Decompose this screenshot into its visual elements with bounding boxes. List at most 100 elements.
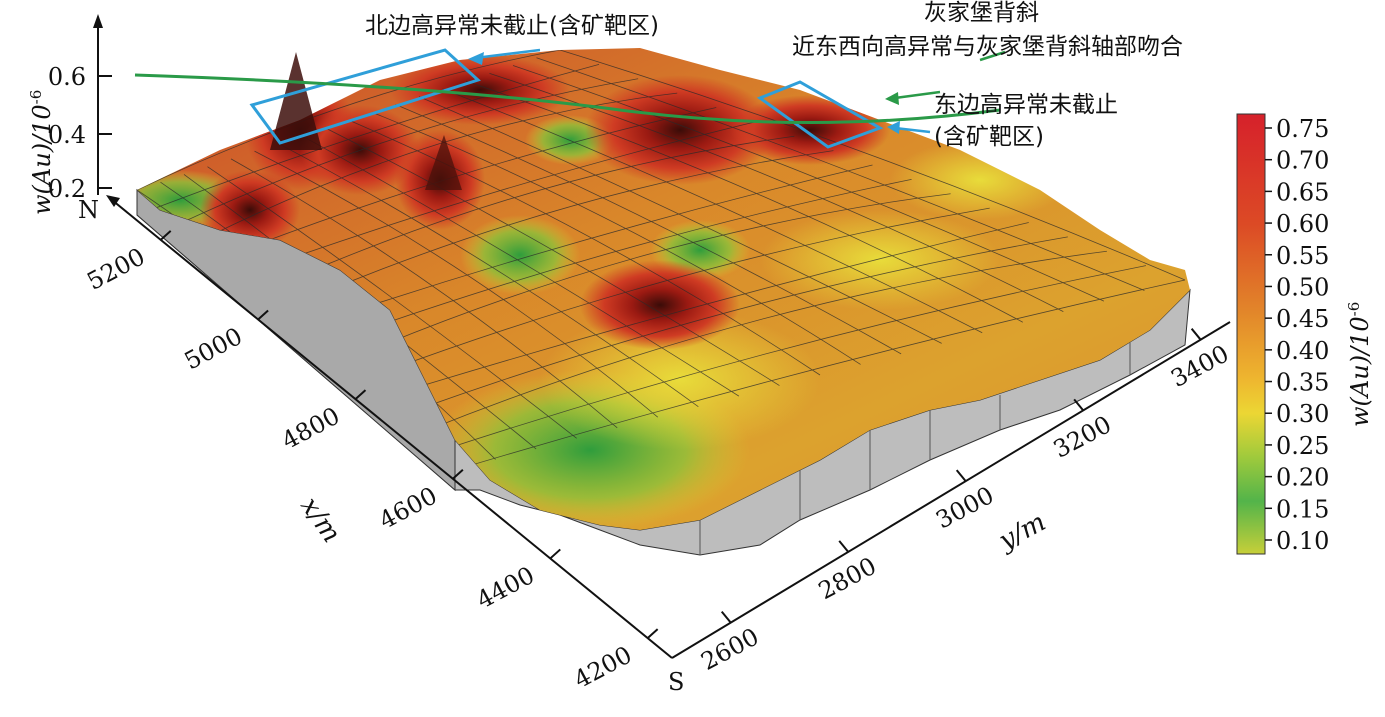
- north-label: N: [78, 196, 99, 224]
- north-spike: [270, 52, 322, 150]
- y-tick-mark: [720, 610, 732, 624]
- y-tick-mark: [1190, 328, 1202, 341]
- colorbar-tick-label: 0.20: [1276, 464, 1329, 492]
- grid-line: [434, 265, 1147, 453]
- grid-line: [335, 193, 951, 366]
- colorbar-tick-label: 0.25: [1276, 432, 1329, 460]
- grid-line: [489, 72, 1064, 313]
- grid-line: [176, 78, 639, 226]
- x-tick-label: 4800: [277, 402, 344, 455]
- grid-line: [512, 65, 1105, 302]
- colorbar-tick-label: 0.70: [1276, 147, 1329, 175]
- colorbar-label-exp: -6: [1345, 302, 1363, 317]
- x-tick-label: 4400: [472, 561, 539, 614]
- grid-line: [324, 127, 780, 386]
- colorbar: 0.75 0.70 0.65 0.60 0.55 0.50 0.45 0.40 0.35 0.30…: [1236, 113, 1374, 555]
- grid-line: [395, 236, 1068, 418]
- grid-line: [415, 250, 1107, 436]
- surface-grid: [137, 49, 1186, 471]
- grid-line: [395, 104, 902, 355]
- x-axis-line: [111, 199, 673, 659]
- x-tick-label: 4600: [375, 481, 442, 534]
- anticline-arrows: [885, 50, 1006, 105]
- grid-line: [256, 135, 795, 296]
- colorbar-tick-label: 0.55: [1276, 242, 1329, 270]
- x-tick-label: 4200: [569, 641, 636, 694]
- anticline-axis-line: [134, 73, 1001, 124]
- colorbar-tick-label: 0.65: [1276, 178, 1329, 206]
- x-tick-mark: [257, 309, 269, 321]
- x-tick-mark: [646, 628, 659, 639]
- y-axis-label: y/m: [993, 507, 1050, 557]
- x-axis-arrow: [106, 195, 120, 207]
- east-target-box: [756, 80, 884, 149]
- x-tick-mark: [452, 469, 464, 480]
- south-label: S: [668, 668, 684, 696]
- colorbar-label: w(Au)/10-6: [1345, 302, 1374, 427]
- z-axis-ticks: 0.2 0.4 0.6: [48, 63, 112, 203]
- grid-line: [196, 92, 678, 243]
- grid-line: [301, 135, 740, 397]
- grid-line: [156, 63, 600, 208]
- grid-line: [375, 222, 1029, 401]
- x-tick-label: 5000: [180, 322, 247, 375]
- grid-line: [559, 49, 1186, 281]
- x-tick-mark: [354, 389, 367, 400]
- z-tick-label: 0.2: [48, 175, 86, 203]
- annotation-east-target-sub: (含矿靶区): [934, 124, 1044, 150]
- colorbar-tick-label: 0.50: [1276, 273, 1329, 301]
- grid-line: [442, 88, 983, 334]
- y-tick-mark: [955, 469, 967, 482]
- grid-line: [454, 279, 1186, 471]
- z-axis-arrow: [93, 14, 103, 28]
- north-target-box: [249, 48, 481, 145]
- grid-line: [355, 207, 990, 383]
- grid-line: [277, 142, 699, 407]
- y-tick-label: 3200: [1049, 410, 1116, 463]
- annotation-arrows: [468, 48, 931, 134]
- annotation-anticline-match: 近东西向高异常与灰家堡背斜轴部吻合: [792, 34, 1183, 60]
- z-tick-label: 0.4: [48, 121, 86, 149]
- y-tick-label: 2800: [814, 552, 881, 605]
- x-tick-label: 5200: [82, 242, 149, 295]
- x-axis-label: x/m: [294, 492, 346, 549]
- annotation-east-target: 东边高异常未截止: [934, 92, 1118, 118]
- grid-line: [275, 150, 834, 313]
- colorbar-tick-label: 0.75: [1276, 115, 1329, 143]
- colorbar-bar: [1236, 113, 1266, 555]
- grid-line: [230, 158, 618, 429]
- y-axis-line: [671, 321, 1231, 659]
- grid-line: [137, 49, 561, 191]
- colorbar-tick-label: 0.10: [1276, 527, 1329, 555]
- colorbar-ticks: 0.75 0.70 0.65 0.60 0.55 0.50 0.45 0.40 0.35 0.30…: [1265, 115, 1329, 555]
- colorbar-tick-label: 0.45: [1276, 305, 1329, 333]
- grid-line: [207, 166, 577, 439]
- z-axis-label: w(Au)/10-6: [27, 90, 56, 215]
- axes: [93, 14, 1231, 659]
- colorbar-tick-label: 0.60: [1276, 210, 1329, 238]
- y-tick-label: 3000: [931, 481, 998, 534]
- x-tick-mark: [549, 548, 561, 560]
- y-tick-label: 2600: [696, 623, 763, 676]
- grid-line: [236, 121, 756, 278]
- x-tick-mark: [160, 230, 172, 241]
- z-tick-label: 0.6: [48, 63, 86, 91]
- grid-line: [254, 150, 659, 418]
- y-tick-mark: [838, 540, 849, 553]
- grid-line: [216, 107, 717, 261]
- z-axis-label-exp: -6: [27, 90, 45, 105]
- target-zones: [249, 48, 884, 149]
- grid-line: [465, 80, 1023, 323]
- grid-line: [536, 57, 1145, 291]
- grid-line: [348, 119, 821, 376]
- grid-line: [315, 178, 912, 348]
- north-spike-2: [425, 135, 462, 190]
- colorbar-tick-label: 0.30: [1276, 400, 1329, 428]
- colorbar-tick-label: 0.40: [1276, 337, 1329, 365]
- grid-line: [418, 96, 942, 344]
- annotation-north-target: 北边高异常未截止(含矿靶区): [365, 13, 659, 39]
- colorbar-tick-label: 0.35: [1276, 369, 1329, 397]
- y-tick-mark: [1073, 398, 1084, 412]
- colorbar-tick-label: 0.15: [1276, 495, 1329, 523]
- annotation-anticline: 灰家堡背斜: [924, 0, 1039, 26]
